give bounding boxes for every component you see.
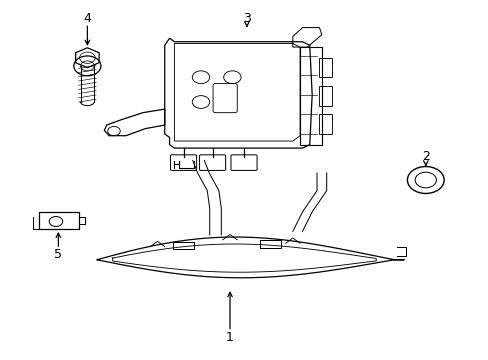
Bar bbox=[173, 242, 193, 249]
Text: 1: 1 bbox=[225, 331, 233, 344]
Text: 5: 5 bbox=[54, 248, 62, 261]
Bar bbox=[39, 212, 79, 229]
Bar bbox=[319, 86, 331, 105]
Text: 4: 4 bbox=[83, 12, 91, 25]
Bar bbox=[260, 240, 280, 248]
Bar bbox=[319, 58, 331, 77]
Text: 2: 2 bbox=[421, 150, 429, 163]
Text: 3: 3 bbox=[243, 12, 250, 25]
Bar bbox=[319, 114, 331, 134]
